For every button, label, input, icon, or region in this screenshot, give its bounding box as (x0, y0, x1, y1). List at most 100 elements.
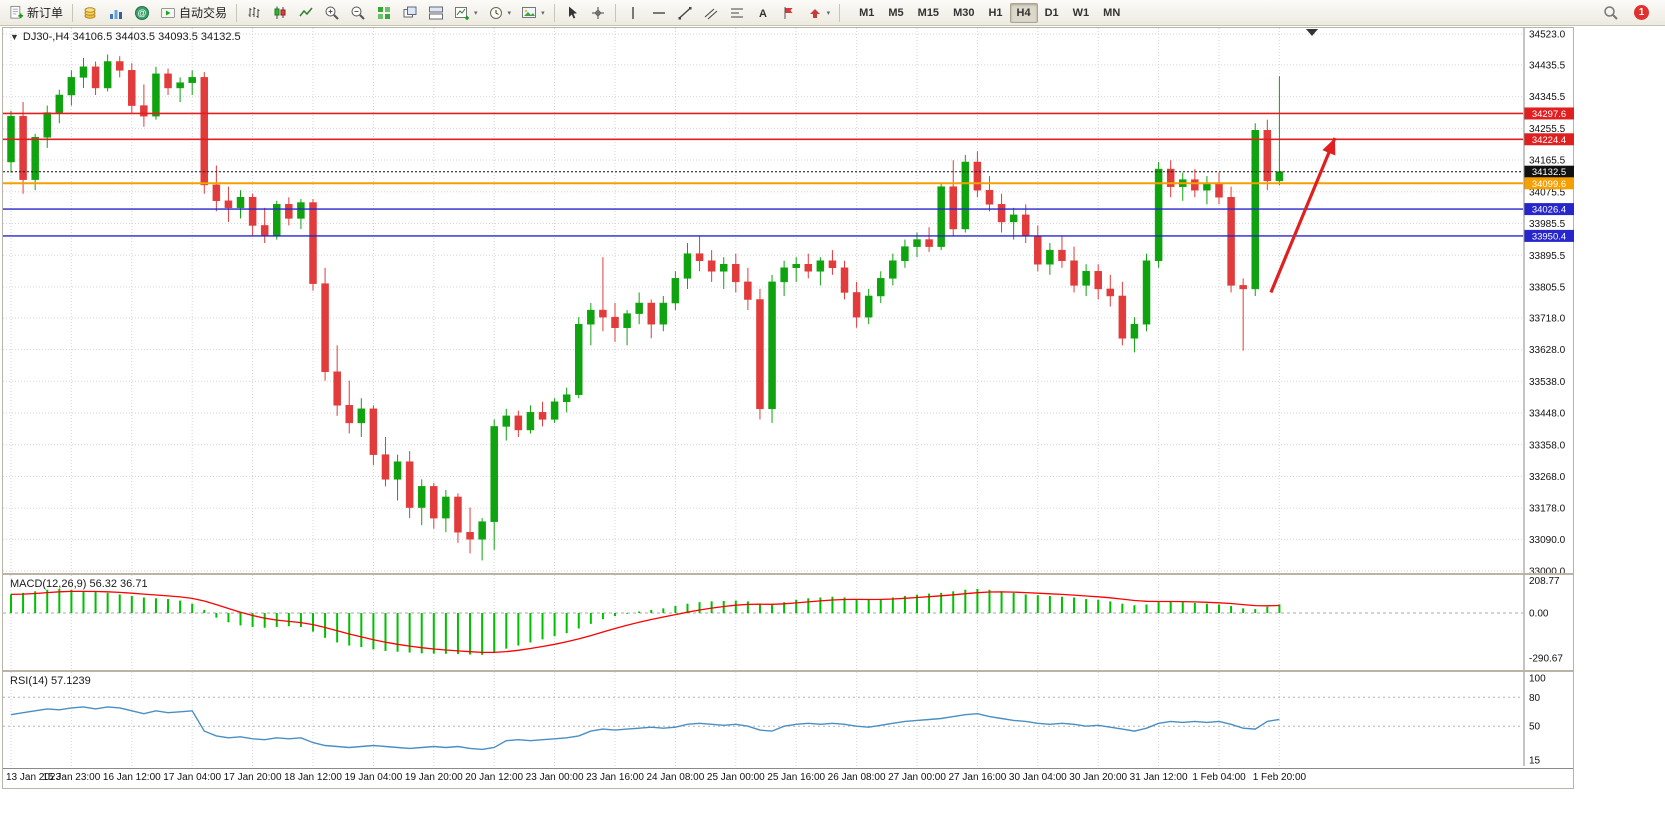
macd-signal-line (10, 590, 1280, 654)
candle-body (31, 137, 39, 180)
price-tag (1524, 203, 1574, 216)
price-axis-label: 33538.0 (1529, 377, 1566, 388)
community-icon: @ (135, 5, 150, 20)
candle-body (502, 415, 511, 427)
candle-body (140, 105, 148, 117)
timeframe-bar: M1 M5 M15 M30 H1 H4 D1 W1 MN (852, 2, 1127, 23)
time-axis-label: 25 Jan 16:00 (767, 772, 826, 783)
time-axis-label: 19 Jan 20:00 (404, 772, 463, 783)
price-tag-label: 34099.6 (1532, 179, 1566, 190)
candle-body (732, 263, 740, 283)
line-chart-button[interactable] (293, 2, 319, 24)
time-axis[interactable]: 13 Jan 2023 15 Jan 23:00 16 Jan 12:00 17 Ja… (3, 768, 1573, 788)
candle-body (792, 263, 800, 269)
time-axis-label: 1 Feb 20:00 (1252, 772, 1307, 783)
candle-body (756, 299, 764, 410)
period-button[interactable]: ▾ (483, 2, 517, 24)
candle-body (1058, 249, 1066, 261)
tile-horizontal-button[interactable] (423, 2, 449, 24)
candle-body (587, 309, 595, 325)
candle-body (224, 200, 233, 209)
candle-body (925, 239, 933, 247)
text-icon: A (759, 8, 767, 20)
cascade-windows-button[interactable] (397, 2, 423, 24)
time-axis-label: 30 Jan 04:00 (1008, 772, 1067, 783)
timeframe-w1[interactable]: W1 (1066, 3, 1097, 23)
candle-body (430, 486, 438, 519)
time-axis-label: 1 Feb 04:00 (1192, 772, 1246, 783)
autotrading-icon (161, 7, 176, 18)
timeframe-h1[interactable]: H1 (981, 3, 1009, 23)
coins-button[interactable] (77, 2, 103, 24)
candle-body (55, 94, 64, 113)
notification-badge[interactable]: 1 (1634, 5, 1649, 20)
macd-axis-label: 0.00 (1529, 609, 1549, 620)
rsi-canvas[interactable]: 100 80 50 15 (3, 672, 1575, 766)
timeframe-m1[interactable]: M1 (852, 3, 881, 23)
horizontal-line-button[interactable] (646, 2, 672, 24)
macd-canvas[interactable]: 208.77 0.00 -290.67 (3, 575, 1575, 670)
search-button[interactable] (1598, 2, 1624, 24)
bars-chart-button[interactable] (241, 2, 267, 24)
timeframe-m30[interactable]: M30 (946, 3, 981, 23)
candle-body (599, 309, 607, 318)
vertical-line-button[interactable] (620, 2, 646, 24)
tile-windows-button[interactable] (371, 2, 397, 24)
price-tag (1524, 133, 1574, 146)
trendline-button[interactable] (672, 2, 698, 24)
template-button[interactable]: ▾ (516, 2, 550, 24)
price-chart-canvas[interactable]: 34523.0 34435.5 34345.5 34255.5 34165.5 34075… (3, 28, 1575, 573)
candle-body (889, 260, 897, 279)
candle-body (79, 66, 88, 78)
text-button[interactable]: A (750, 2, 776, 24)
channel-button[interactable] (698, 2, 724, 24)
community-button[interactable]: @ (129, 2, 155, 24)
price-axis-label: 33000.0 (1529, 567, 1566, 574)
zoom-out-button[interactable] (345, 2, 371, 24)
trendline-icon (678, 6, 692, 19)
timeframe-d1[interactable]: D1 (1038, 3, 1066, 23)
candle-body (1130, 323, 1139, 339)
pane-splitter[interactable] (3, 573, 1573, 575)
label-button[interactable] (776, 2, 802, 24)
candle-body (997, 204, 1006, 223)
zoom-in-button[interactable] (319, 2, 345, 24)
timeframe-m5[interactable]: M5 (881, 3, 910, 23)
candle-body (961, 161, 970, 230)
candle-body (19, 115, 27, 180)
time-axis-label: 13 Jan 2023 (6, 772, 62, 783)
chart-shift-marker[interactable] (1306, 29, 1318, 36)
tile-horizontal-icon (429, 6, 444, 19)
price-tag (1524, 229, 1574, 242)
candle-body (973, 161, 982, 191)
new-order-button[interactable]: 新订单 (4, 2, 68, 24)
candle-body (526, 412, 535, 431)
candle-body (103, 61, 112, 89)
toolbar: 新订单 @ 自动交易 ▾ ▾ ▾ A ▾ M1 M5 M15 M30 H1 H4… (0, 0, 1665, 26)
fibonacci-button[interactable] (724, 2, 750, 24)
search-icon (1604, 5, 1618, 20)
shapes-arrow-icon (809, 8, 820, 18)
candle-body (321, 283, 329, 373)
market-watch-button[interactable] (103, 2, 129, 24)
new-chart-button[interactable]: ▾ (449, 2, 483, 24)
candle-body (840, 267, 849, 293)
chart-window[interactable]: 34523.0 34435.5 34345.5 34255.5 34165.5 34075… (2, 27, 1574, 789)
period-clock-icon (489, 6, 502, 19)
crosshair-button[interactable] (585, 2, 611, 24)
timeframe-h4[interactable]: H4 (1009, 2, 1038, 23)
timeframe-m15[interactable]: M15 (911, 3, 946, 23)
pane-splitter[interactable] (3, 670, 1573, 672)
auto-trading-button[interactable]: 自动交易 (155, 2, 232, 24)
price-axis-label: 33090.0 (1529, 535, 1566, 546)
cursor-button[interactable] (559, 2, 585, 24)
trend-arrow[interactable] (1269, 137, 1337, 294)
candlestick-chart-button[interactable] (267, 2, 293, 24)
time-axis-label: 20 Jan 12:00 (465, 772, 524, 783)
time-axis-label: 30 Jan 20:00 (1069, 772, 1128, 783)
market-watch-icon (110, 9, 123, 19)
horizontal-line-icon (652, 11, 665, 14)
candle-body (1142, 260, 1151, 325)
shapes-button[interactable]: ▾ (802, 2, 836, 24)
timeframe-mn[interactable]: MN (1096, 3, 1127, 23)
